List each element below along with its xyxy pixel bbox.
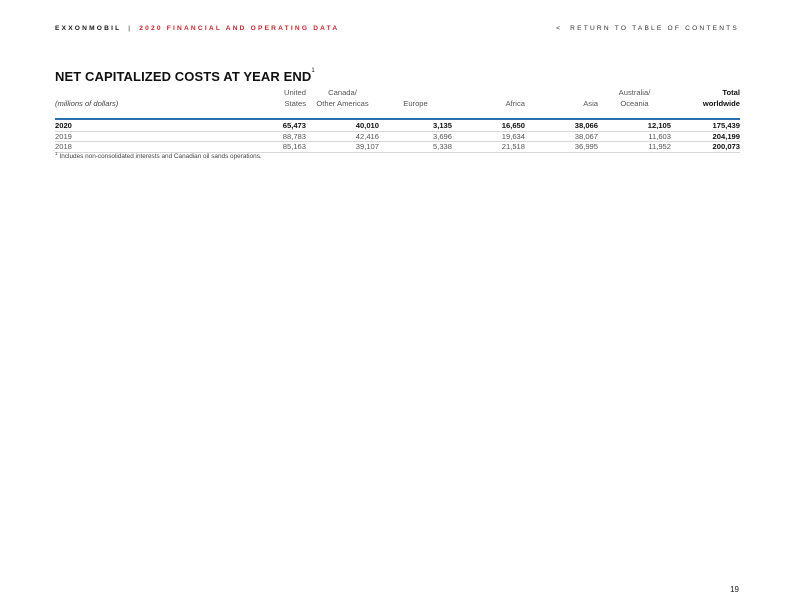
table-row: 2020 65,473 40,010 3,135 16,650 38,066 1… (55, 118, 740, 132)
col-header-us-line2: States (284, 99, 306, 108)
cell-total: 200,073 (671, 141, 740, 153)
cell-value: 42,416 (306, 131, 379, 142)
col-header-australia-line1: Australia/ (618, 88, 651, 97)
page-title: NET CAPITALIZED COSTS AT YEAR END1 (55, 68, 315, 84)
col-header-total-line1: Total (722, 88, 740, 97)
row-year: 2020 (55, 118, 205, 132)
cell-value: 3,135 (379, 118, 452, 132)
cell-value: 5,338 (379, 141, 452, 153)
return-to-toc-link[interactable]: < RETURN TO TABLE OF CONTENTS (556, 25, 739, 32)
row-year: 2018 (55, 141, 205, 153)
col-header-asia-line1 (525, 88, 598, 99)
col-header-canada-line1: Canada/ (328, 88, 357, 97)
col-header-africa-line2: Africa (505, 99, 525, 108)
col-header-africa-line1 (452, 88, 525, 99)
footnote-text: Includes non-consolidated interests and … (59, 153, 262, 161)
net-capitalized-costs-table: United Canada/ Australia/ Total (million… (55, 88, 740, 153)
cell-value: 11,603 (598, 131, 671, 142)
brand-name: EXXONMOBIL (55, 25, 122, 32)
cell-value: 36,995 (525, 141, 598, 153)
col-header-total-line2: worldwide (702, 99, 740, 108)
cell-value: 38,066 (525, 118, 598, 132)
document-title: 2020 FINANCIAL AND OPERATING DATA (139, 25, 340, 32)
page-number: 19 (730, 585, 739, 594)
cell-value: 11,952 (598, 141, 671, 153)
header-spacer-cell (55, 110, 740, 119)
cell-value: 65,473 (205, 118, 306, 132)
toc-link-label: RETURN TO TABLE OF CONTENTS (570, 25, 739, 32)
cell-value: 40,010 (306, 118, 379, 132)
header-row-1: United Canada/ Australia/ Total (55, 88, 740, 99)
col-header-us-line1: United (284, 88, 306, 97)
cell-value: 3,696 (379, 131, 452, 142)
chevron-left-icon: < (556, 25, 563, 32)
col-header-australia-line2: Oceania (620, 99, 649, 108)
cell-value: 38,067 (525, 131, 598, 142)
cell-value: 88,783 (205, 131, 306, 142)
header-brand: EXXONMOBIL | 2020 FINANCIAL AND OPERATIN… (55, 25, 339, 32)
header-separator: | (128, 25, 133, 32)
col-header-canada-line2: Other Americas (316, 99, 369, 108)
cell-value: 19,634 (452, 131, 525, 142)
table-row: 2019 88,783 42,416 3,696 19,634 38,067 1… (55, 131, 740, 142)
cell-value: 12,105 (598, 118, 671, 132)
cell-value: 21,518 (452, 141, 525, 153)
col-header-europe-line2: Europe (403, 99, 428, 108)
cell-total: 204,199 (671, 131, 740, 142)
cell-value: 16,650 (452, 118, 525, 132)
cell-total: 175,439 (671, 118, 740, 132)
page-title-text: NET CAPITALIZED COSTS AT YEAR END (55, 69, 312, 84)
title-footnote-marker: 1 (311, 68, 315, 74)
table-row: 2018 85,163 39,107 5,338 21,518 36,995 1… (55, 141, 740, 153)
header-row-2: (millions of dollars) States Other Ameri… (55, 99, 740, 110)
page-header: EXXONMOBIL | 2020 FINANCIAL AND OPERATIN… (55, 25, 739, 37)
unit-label: (millions of dollars) (55, 99, 119, 108)
footnote-marker: 1 (55, 151, 58, 156)
cell-value: 85,163 (205, 141, 306, 153)
col-header-europe-line1 (379, 88, 452, 99)
row-year: 2019 (55, 131, 205, 142)
header-cell-empty (55, 88, 205, 99)
cell-value: 39,107 (306, 141, 379, 153)
col-header-asia-line2: Asia (583, 99, 598, 108)
footnote: 1 Includes non-consolidated interests and… (55, 151, 262, 160)
header-spacer (55, 110, 740, 119)
